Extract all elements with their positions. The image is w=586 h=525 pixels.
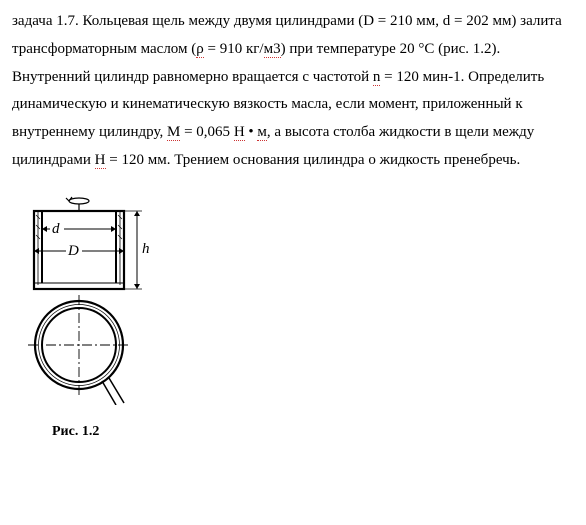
text-segment: • xyxy=(245,124,258,140)
unit-m: м xyxy=(257,124,267,141)
figure-svg: d D h xyxy=(24,195,174,405)
label-D-upper: D xyxy=(67,243,79,259)
unit-N: Н xyxy=(234,124,245,141)
figure-block: d D h Рис. 1.2 xyxy=(24,195,574,446)
text-segment: = 0,065 xyxy=(180,124,233,140)
symbol-rho: ρ xyxy=(196,41,204,58)
symbol-M: M xyxy=(167,124,180,141)
symbol-H: H xyxy=(95,152,106,169)
label-d: d xyxy=(52,221,60,237)
text-segment: = 120 мм. Трением основания цилиндра о ж… xyxy=(106,152,521,168)
label-h: h xyxy=(142,241,150,257)
figure-caption: Рис. 1.2 xyxy=(52,419,574,445)
problem-statement: задача 1.7. Кольцевая щель между двумя ц… xyxy=(12,8,574,175)
unit-m3: м3 xyxy=(264,41,281,58)
text-segment: = 910 кг/ xyxy=(204,41,264,57)
